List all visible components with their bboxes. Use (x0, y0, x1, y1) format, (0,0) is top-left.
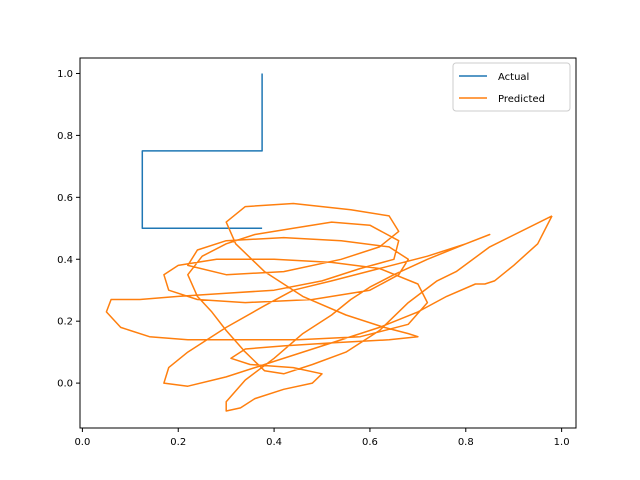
x-tick-label: 0.6 (362, 437, 378, 448)
y-axis: 0.0 0.2 0.4 0.6 0.8 1.0 (57, 69, 80, 390)
legend-label-actual: Actual (498, 72, 529, 83)
x-tick-label: 1.0 (554, 437, 570, 448)
y-tick-label: 0.0 (57, 379, 73, 390)
y-tick-label: 0.2 (57, 317, 73, 328)
axes-frame (79, 57, 577, 429)
y-tick-label: 0.8 (57, 131, 73, 142)
x-tick-label: 0.0 (74, 437, 90, 448)
series-layer (105, 73, 553, 412)
legend: Actual Predicted (452, 62, 571, 112)
y-tick-label: 1.0 (57, 69, 73, 80)
legend-box (452, 62, 571, 112)
series-line-predicted (105, 202, 553, 412)
x-tick-label: 0.4 (266, 437, 282, 448)
y-tick-label: 0.4 (57, 255, 73, 266)
x-tick-label: 0.2 (170, 437, 186, 448)
x-axis: 0.0 0.2 0.4 0.6 0.8 1.0 (74, 428, 570, 448)
y-tick-label: 0.6 (57, 193, 73, 204)
x-tick-label: 0.8 (458, 437, 474, 448)
series-line-actual (141, 73, 263, 230)
plot-area (79, 57, 577, 429)
legend-label-predicted: Predicted (498, 94, 545, 105)
